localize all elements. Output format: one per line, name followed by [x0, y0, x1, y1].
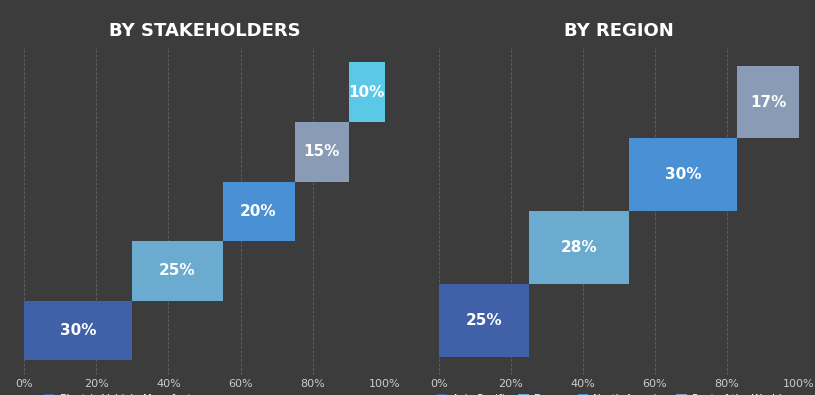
- FancyBboxPatch shape: [529, 211, 629, 284]
- Text: 20%: 20%: [240, 204, 277, 219]
- Legend: Electric Vehicle Manufacturers, Electric Vehicle Commponent OEMs, End Use Indust: Electric Vehicle Manufacturers, Electric…: [44, 393, 245, 395]
- Text: 30%: 30%: [60, 323, 97, 338]
- Legend: Asia Pacific, Europe, North America, Rest of the World: Asia Pacific, Europe, North America, Res…: [437, 393, 782, 395]
- Title: BY REGION: BY REGION: [564, 22, 673, 40]
- Text: 17%: 17%: [750, 94, 786, 109]
- FancyBboxPatch shape: [438, 284, 529, 357]
- FancyBboxPatch shape: [738, 66, 799, 139]
- FancyBboxPatch shape: [349, 62, 385, 122]
- FancyBboxPatch shape: [294, 122, 349, 182]
- Text: 15%: 15%: [303, 144, 340, 159]
- FancyBboxPatch shape: [222, 182, 294, 241]
- Text: 25%: 25%: [465, 313, 502, 328]
- FancyBboxPatch shape: [24, 301, 133, 360]
- FancyBboxPatch shape: [629, 139, 738, 211]
- Text: 28%: 28%: [561, 240, 597, 255]
- Title: BY STAKEHOLDERS: BY STAKEHOLDERS: [108, 22, 300, 40]
- Text: 10%: 10%: [348, 85, 385, 100]
- Text: 25%: 25%: [159, 263, 196, 278]
- Text: 30%: 30%: [665, 167, 702, 182]
- FancyBboxPatch shape: [133, 241, 222, 301]
